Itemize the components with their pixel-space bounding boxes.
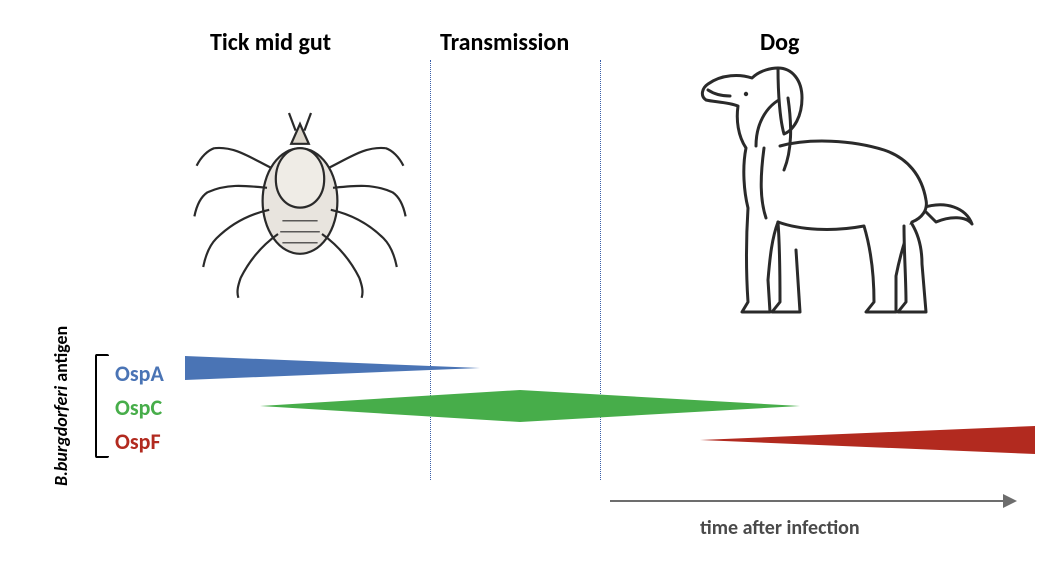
dog-icon: [660, 50, 980, 355]
header-tick: Tick mid gut: [210, 28, 331, 57]
time-arrow-line: [610, 500, 1003, 502]
diagram-root: Tick mid gut Transmission Dog: [0, 0, 1046, 576]
ylabel-rest: antigen: [50, 326, 72, 386]
divider-1: [430, 60, 431, 480]
wedge-ospc: [260, 390, 800, 422]
ylabel-italic: B.burgdorferi: [50, 386, 72, 486]
time-arrow-head: [1003, 494, 1017, 508]
time-after-infection-label: time after infection: [700, 516, 860, 540]
tick-icon: [190, 80, 410, 305]
tick-svg: [190, 80, 410, 300]
divider-2: [600, 60, 601, 480]
antigen-label-ospf: OspF: [115, 428, 161, 455]
antigen-bracket: [95, 354, 109, 458]
antigen-label-ospa: OspA: [115, 360, 164, 387]
wedge-ospf: [700, 426, 1035, 454]
y-axis-label: B.burgdorferi antigen: [50, 326, 72, 486]
header-transmission: Transmission: [440, 28, 569, 57]
wedge-ospa: [185, 356, 480, 380]
antigen-label-ospc: OspC: [115, 394, 162, 421]
dog-svg: [660, 50, 980, 350]
